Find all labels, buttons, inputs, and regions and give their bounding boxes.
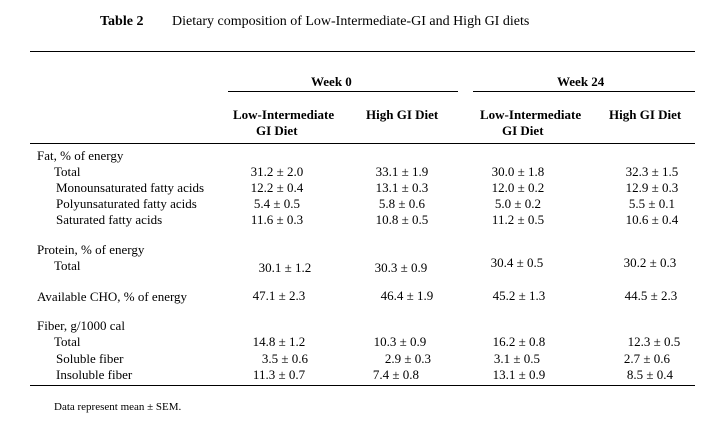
week-0-underline xyxy=(228,91,458,92)
row-label-protein: Protein, % of energy xyxy=(37,242,145,257)
cell-sfa-w0-high: 10.8 ± 0.5 xyxy=(375,212,429,227)
table-caption-label: Table 2 xyxy=(100,14,144,29)
row-label-mufa: Monounsaturated fatty acids xyxy=(56,180,205,195)
cell-insoluble-w24-low: 13.1 ± 0.9 xyxy=(492,367,546,382)
row-label-insoluble-fiber: Insoluble fiber xyxy=(56,367,133,382)
table-caption-title: Dietary composition of Low-Intermediate-… xyxy=(172,14,530,29)
cell-protein-total-w24-low: 30.4 ± 0.5 xyxy=(490,255,544,270)
cell-fiber-total-w24-low: 16.2 ± 0.8 xyxy=(492,334,546,349)
cell-soluble-w24-high: 2.7 ± 0.6 xyxy=(623,351,671,366)
row-label-fat: Fat, % of energy xyxy=(37,148,124,163)
row-label-fiber: Fiber, g/1000 cal xyxy=(37,318,125,333)
cell-mufa-w24-low: 12.0 ± 0.2 xyxy=(491,180,545,195)
table-footnote: Data represent mean ± SEM. xyxy=(54,401,182,413)
cell-soluble-w0-high: 2.9 ± 0.3 xyxy=(384,351,432,366)
row-label-fat-total: Total xyxy=(54,164,81,179)
cell-mufa-w24-high: 12.9 ± 0.3 xyxy=(625,180,679,195)
col-header-low-gi-week24-line2: GI Diet xyxy=(502,123,544,138)
top-rule xyxy=(30,51,695,52)
cell-protein-total-w0-low: 30.1 ± 1.2 xyxy=(258,260,312,275)
cell-fiber-total-w24-high: 12.3 ± 0.5 xyxy=(627,334,681,349)
col-header-low-gi-week0-line1: Low-Intermediate xyxy=(233,107,335,122)
cell-pufa-w0-low: 5.4 ± 0.5 xyxy=(253,196,301,211)
bottom-rule xyxy=(30,385,695,386)
cell-pufa-w0-high: 5.8 ± 0.6 xyxy=(378,196,426,211)
cell-pufa-w24-low: 5.0 ± 0.2 xyxy=(494,196,542,211)
header-week-0: Week 0 xyxy=(311,74,352,89)
cell-insoluble-w24-high: 8.5 ± 0.4 xyxy=(626,367,674,382)
cell-fat-total-w0-high: 33.1 ± 1.9 xyxy=(375,164,429,179)
col-header-low-gi-week0-line2: GI Diet xyxy=(256,123,298,138)
row-label-protein-total: Total xyxy=(54,258,81,273)
col-header-high-gi-week24: High GI Diet xyxy=(609,107,682,122)
col-header-high-gi-week0: High GI Diet xyxy=(366,107,439,122)
header-week-24: Week 24 xyxy=(557,74,605,89)
row-label-pufa: Polyunsaturated fatty acids xyxy=(56,196,197,211)
cell-fiber-total-w0-low: 14.8 ± 1.2 xyxy=(252,334,306,349)
cell-soluble-w0-low: 3.5 ± 0.6 xyxy=(261,351,309,366)
row-label-cho: Available CHO, % of energy xyxy=(37,289,188,304)
cell-insoluble-w0-low: 11.3 ± 0.7 xyxy=(252,367,306,382)
cell-fat-total-w24-high: 32.3 ± 1.5 xyxy=(625,164,679,179)
cell-soluble-w24-low: 3.1 ± 0.5 xyxy=(493,351,541,366)
cell-protein-total-w0-high: 30.3 ± 0.9 xyxy=(374,260,428,275)
cell-insoluble-w0-high: 7.4 ± 0.8 xyxy=(372,367,420,382)
cell-cho-w0-high: 46.4 ± 1.9 xyxy=(380,288,434,303)
header-rule xyxy=(30,143,695,144)
row-label-fiber-total: Total xyxy=(54,334,81,349)
cell-cho-w24-low: 45.2 ± 1.3 xyxy=(492,288,546,303)
cell-cho-w0-low: 47.1 ± 2.3 xyxy=(252,288,306,303)
week-24-underline xyxy=(473,91,695,92)
cell-mufa-w0-low: 12.2 ± 0.4 xyxy=(250,180,304,195)
cell-pufa-w24-high: 5.5 ± 0.1 xyxy=(628,196,676,211)
cell-fat-total-w24-low: 30.0 ± 1.8 xyxy=(491,164,545,179)
cell-mufa-w0-high: 13.1 ± 0.3 xyxy=(375,180,429,195)
cell-sfa-w24-high: 10.6 ± 0.4 xyxy=(625,212,679,227)
cell-cho-w24-high: 44.5 ± 2.3 xyxy=(624,288,678,303)
cell-protein-total-w24-high: 30.2 ± 0.3 xyxy=(623,255,677,270)
cell-sfa-w24-low: 11.2 ± 0.5 xyxy=(491,212,545,227)
row-label-soluble-fiber: Soluble fiber xyxy=(56,351,124,366)
col-header-low-gi-week24-line1: Low-Intermediate xyxy=(480,107,582,122)
cell-fiber-total-w0-high: 10.3 ± 0.9 xyxy=(373,334,427,349)
cell-sfa-w0-low: 11.6 ± 0.3 xyxy=(250,212,304,227)
row-label-sfa: Saturated fatty acids xyxy=(56,212,163,227)
cell-fat-total-w0-low: 31.2 ± 2.0 xyxy=(250,164,304,179)
